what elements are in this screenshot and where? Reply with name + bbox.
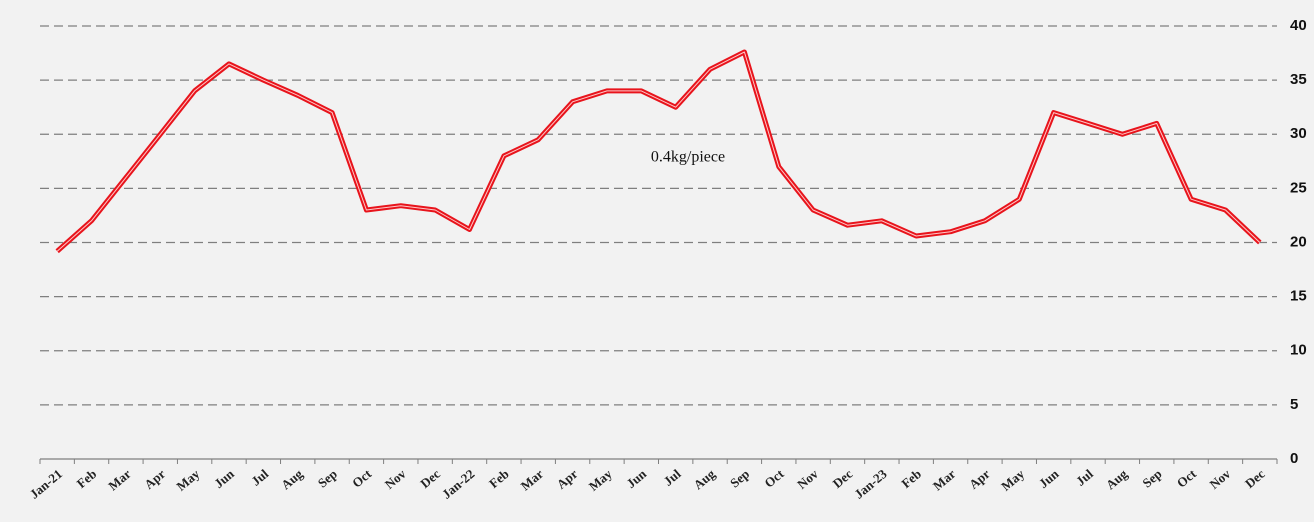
y-tick-label: 25 bbox=[1290, 179, 1307, 196]
annotation: 0.4kg/piece bbox=[651, 149, 725, 166]
line-highlight bbox=[56, 51, 1261, 252]
y-tick-label: 35 bbox=[1290, 71, 1307, 88]
y-tick-label: 15 bbox=[1290, 288, 1307, 305]
y-tick-label: 5 bbox=[1290, 396, 1298, 413]
y-tick-label: 20 bbox=[1290, 233, 1307, 250]
y-tick-label: 10 bbox=[1290, 342, 1307, 359]
y-tick-label: 30 bbox=[1290, 125, 1307, 142]
y-tick-label: 0 bbox=[1290, 450, 1298, 467]
y-tick-label: 40 bbox=[1290, 17, 1307, 34]
